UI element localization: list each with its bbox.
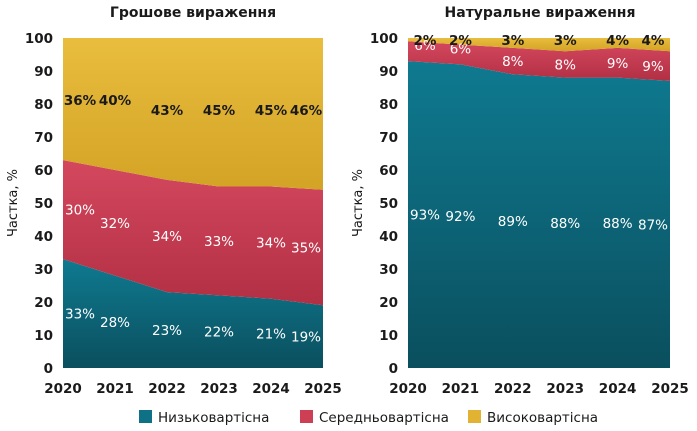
x-tick-label: 2023 (200, 381, 238, 397)
legend-label: Високовартісна (487, 410, 598, 426)
data-label: 4% (606, 33, 629, 49)
chart-title: Грошове вираження (110, 5, 276, 21)
y-tick-label: 80 (379, 97, 398, 113)
y-tick-label: 100 (370, 31, 398, 47)
y-tick-label: 10 (34, 328, 53, 344)
y-tick-label: 0 (44, 361, 53, 377)
y-tick-label: 70 (379, 130, 398, 146)
y-tick-label: 90 (379, 64, 398, 80)
area-Високовартісна (408, 38, 670, 52)
data-label: 46% (290, 103, 323, 119)
data-label: 43% (151, 103, 184, 119)
y-tick-label: 10 (379, 328, 398, 344)
x-tick-label: 2023 (546, 381, 584, 397)
y-tick-label: 30 (34, 262, 53, 278)
data-label: 36% (64, 93, 97, 109)
chart-title: Натуральне вираження (445, 5, 636, 21)
data-label: 8% (502, 54, 524, 70)
data-label: 21% (256, 326, 286, 342)
area-Середньовартісна (408, 41, 670, 81)
area-Високовартісна (63, 38, 323, 190)
legend-swatch (300, 410, 313, 423)
x-tick-label: 2020 (389, 381, 427, 397)
legend-item: Низьковартісна (139, 410, 269, 426)
chart-panel-2: Натуральне вираження 93% 92% 89% 88% 88% 87% 6%… (351, 5, 689, 397)
data-label: 89% (498, 214, 528, 230)
legend: Низьковартісна Середньовартісна Високоварт… (139, 410, 598, 426)
data-label: 45% (255, 103, 288, 119)
data-label: 6% (450, 42, 472, 58)
x-tick-label: 2024 (252, 381, 290, 397)
data-label: 28% (100, 315, 130, 331)
y-tick-label: 60 (379, 163, 398, 179)
x-tick-label: 2021 (96, 381, 134, 397)
legend-label: Низьковартісна (158, 410, 269, 426)
data-label: 8% (554, 57, 576, 73)
data-label: 3% (554, 33, 577, 49)
data-label: 23% (152, 323, 182, 339)
y-tick-label: 80 (34, 97, 53, 113)
data-label: 33% (65, 307, 95, 323)
data-label: 4% (642, 33, 665, 49)
chart-panel-1: Грошове вираження 33% 28% 23% 22% 21% 19% 30% 32… (6, 5, 342, 397)
data-label: 40% (99, 93, 132, 109)
area-Низьковартісна (63, 259, 323, 368)
y-tick-label: 20 (379, 295, 398, 311)
data-label: 92% (445, 209, 475, 225)
x-tick-label: 2025 (304, 381, 342, 397)
legend-swatch (468, 410, 481, 423)
data-label: 88% (550, 216, 580, 232)
data-label: 34% (256, 236, 286, 252)
y-tick-label: 50 (34, 196, 53, 212)
y-tick-label: 100 (25, 31, 53, 47)
legend-label: Середньовартісна (319, 410, 449, 426)
data-label: 32% (100, 216, 130, 232)
x-tick-label: 2021 (442, 381, 480, 397)
y-axis-label: Частка, % (351, 169, 366, 237)
y-tick-label: 40 (379, 229, 398, 245)
area-Низьковартісна (408, 61, 670, 368)
y-tick-label: 20 (34, 295, 53, 311)
data-label: 93% (410, 208, 440, 224)
y-tick-label: 70 (34, 130, 53, 146)
data-label: 34% (152, 229, 182, 245)
x-tick-label: 2022 (148, 381, 186, 397)
y-axis-label: Частка, % (6, 169, 21, 237)
y-tick-label: 40 (34, 229, 53, 245)
legend-item: Високовартісна (468, 410, 598, 426)
data-label: 87% (638, 217, 668, 233)
data-label: 9% (642, 59, 664, 75)
area-Середньовартісна (63, 160, 323, 306)
y-tick-label: 90 (34, 64, 53, 80)
x-tick-label: 2024 (599, 381, 637, 397)
legend-item: Середньовартісна (300, 410, 449, 426)
y-tick-label: 0 (389, 361, 398, 377)
data-label: 19% (291, 330, 321, 346)
data-label: 22% (204, 325, 234, 341)
data-label: 33% (204, 234, 234, 250)
x-tick-label: 2020 (44, 381, 82, 397)
data-label: 45% (203, 103, 236, 119)
legend-swatch (139, 410, 152, 423)
y-tick-label: 60 (34, 163, 53, 179)
x-tick-label: 2025 (651, 381, 689, 397)
data-label: 2% (414, 33, 437, 49)
data-label: 2% (449, 33, 472, 49)
data-label: 88% (603, 216, 633, 232)
y-tick-label: 50 (379, 196, 398, 212)
data-label: 35% (291, 241, 321, 257)
data-label: 9% (607, 56, 629, 72)
data-label: 3% (501, 33, 524, 49)
x-tick-label: 2022 (494, 381, 532, 397)
data-label: 6% (414, 38, 436, 54)
y-tick-label: 30 (379, 262, 398, 278)
data-label: 30% (65, 203, 95, 219)
